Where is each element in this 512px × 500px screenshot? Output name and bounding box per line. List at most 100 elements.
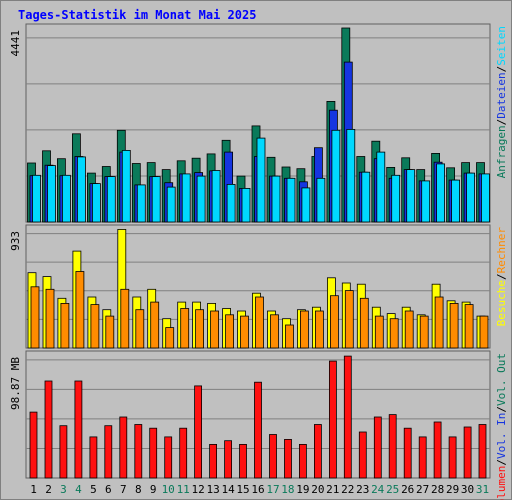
middle-bar-rechner-day-21 (329, 295, 339, 349)
middle-ymax-label: 933 (9, 231, 22, 251)
legend-seiten: Seiten (495, 26, 508, 66)
x-tick-label-day-15: 15 (236, 483, 249, 496)
x-tick-label-day-2: 2 (45, 483, 52, 496)
x-tick-label-day-27: 27 (416, 483, 429, 496)
bottom-bar-volumen-day-12 (194, 385, 203, 479)
bottom-bar-volumen-day-29 (448, 436, 457, 479)
legend-separator: / (495, 66, 508, 73)
top-bar-seiten-day-30 (466, 172, 476, 223)
x-tick-label-day-4: 4 (75, 483, 82, 496)
legend-besuche: Besuche (495, 280, 508, 326)
middle-bar-rechner-day-13 (210, 310, 220, 349)
top-bar-seiten-day-14 (226, 183, 236, 223)
bottom-bar-volumen-day-24 (373, 416, 382, 479)
middle-bar-rechner-day-12 (195, 309, 205, 349)
x-tick-label-day-12: 12 (191, 483, 204, 496)
x-tick-label-day-31: 31 (476, 483, 489, 496)
legend-anfragen: Anfragen (495, 125, 508, 178)
middle-bar-rechner-day-5 (90, 304, 100, 349)
x-tick-label-day-17: 17 (266, 483, 279, 496)
legend-anfragen: Vol. Out (495, 353, 508, 406)
x-tick-label-day-1: 1 (30, 483, 37, 496)
x-tick-label-day-7: 7 (120, 483, 127, 496)
middle-bar-rechner-day-14 (225, 314, 235, 349)
x-tick-label-day-16: 16 (251, 483, 264, 496)
bottom-bar-volumen-day-11 (179, 427, 188, 479)
middle-bar-rechner-day-31 (479, 315, 489, 349)
bottom-bar-volumen-day-20 (313, 424, 322, 479)
middle-bar-rechner-day-16 (255, 296, 264, 349)
middle-bar-rechner-day-9 (150, 301, 160, 349)
top-bar-seiten-day-19 (301, 187, 311, 223)
top-bar-seiten-day-28 (436, 163, 446, 223)
top-bar-seiten-day-20 (316, 177, 326, 223)
bottom-bar-volumen-day-25 (388, 414, 397, 479)
legend-separator: / (495, 119, 508, 126)
bottom-bar-volumen-day-17 (269, 434, 277, 479)
x-tick-label-day-3: 3 (60, 483, 67, 496)
middle-bar-rechner-day-7 (120, 288, 130, 349)
top-bar-seiten-day-8 (136, 184, 146, 223)
bottom-bar-volumen-day-30 (463, 426, 472, 479)
middle-bar-rechner-day-30 (464, 304, 474, 349)
legend-separator: / (495, 406, 508, 413)
top-bar-seiten-day-24 (376, 151, 386, 223)
top-bar-seiten-day-29 (451, 179, 461, 223)
middle-bar-rechner-day-11 (180, 308, 190, 349)
legend-rechner: Rechner (495, 227, 508, 274)
bottom-bar-volumen-day-1 (29, 411, 38, 479)
x-tick-label-day-26: 26 (401, 483, 414, 496)
x-tick-label-day-23: 23 (356, 483, 369, 496)
bottom-bar-volumen-day-7 (119, 416, 128, 479)
top-bar-seiten-day-26 (406, 169, 416, 223)
top-bar-seiten-day-13 (211, 170, 221, 223)
top-bar-seiten-day-7 (121, 149, 131, 223)
x-tick-label-day-25: 25 (386, 483, 399, 496)
top-bar-seiten-day-21 (331, 129, 341, 223)
bottom-bar-volumen-day-9 (149, 427, 158, 479)
middle-bar-rechner-day-3 (60, 302, 70, 349)
top-bar-seiten-day-22 (346, 128, 356, 223)
middle-bar-rechner-day-22 (344, 290, 354, 349)
bottom-bar-volumen-day-28 (433, 421, 442, 479)
middle-bar-rechner-day-1 (30, 286, 40, 349)
top-legend: Anfragen/Dateien/Seiten (495, 26, 508, 178)
top-bar-seiten-day-5 (92, 183, 101, 223)
x-tick-label-day-24: 24 (371, 483, 385, 496)
middle-bar-rechner-day-4 (75, 271, 85, 349)
top-bar-seiten-day-11 (181, 173, 191, 223)
top-bar-seiten-day-9 (151, 176, 161, 223)
x-tick-label-day-29: 29 (446, 483, 459, 496)
top-bar-seiten-day-12 (196, 175, 206, 223)
page-title: Tages-Statistik im Monat Mai 2025 (18, 8, 257, 22)
bottom-bar-volumen-day-21 (328, 360, 337, 479)
x-tick-label-day-6: 6 (105, 483, 112, 496)
bottom-bar-volumen-day-19 (298, 443, 307, 479)
x-tick-label-day-28: 28 (431, 483, 444, 496)
bottom-legend: Volumen/Vol. In/Vol. Out (495, 353, 508, 500)
middle-bar-rechner-day-29 (449, 302, 459, 349)
middle-bar-rechner-day-15 (240, 315, 249, 349)
middle-bar-rechner-day-18 (285, 324, 294, 349)
middle-bar-rechner-day-25 (389, 318, 399, 349)
x-tick-label-day-22: 22 (341, 483, 354, 496)
x-tick-label-day-13: 13 (206, 483, 219, 496)
middle-bar-rechner-day-23 (359, 297, 369, 349)
top-bar-seiten-day-18 (286, 177, 296, 223)
middle-bar-rechner-day-19 (299, 310, 309, 349)
top-bar-seiten-day-6 (106, 176, 116, 223)
top-bar-seiten-day-27 (421, 180, 431, 223)
x-tick-label-day-14: 14 (221, 483, 235, 496)
bottom-bar-volumen-day-13 (209, 443, 218, 479)
x-tick-label-day-5: 5 (90, 483, 97, 496)
top-bar-seiten-day-25 (391, 174, 401, 223)
legend-separator: / (495, 273, 508, 280)
x-tick-label-day-19: 19 (296, 483, 309, 496)
bottom-bar-volumen-day-18 (284, 438, 292, 479)
legend-volumen: Volumen (495, 466, 508, 500)
middle-bar-rechner-day-26 (404, 310, 414, 349)
middle-bar-rechner-day-24 (374, 315, 384, 349)
top-bar-seiten-day-2 (47, 165, 56, 223)
bottom-bar-volumen-day-4 (74, 380, 83, 479)
